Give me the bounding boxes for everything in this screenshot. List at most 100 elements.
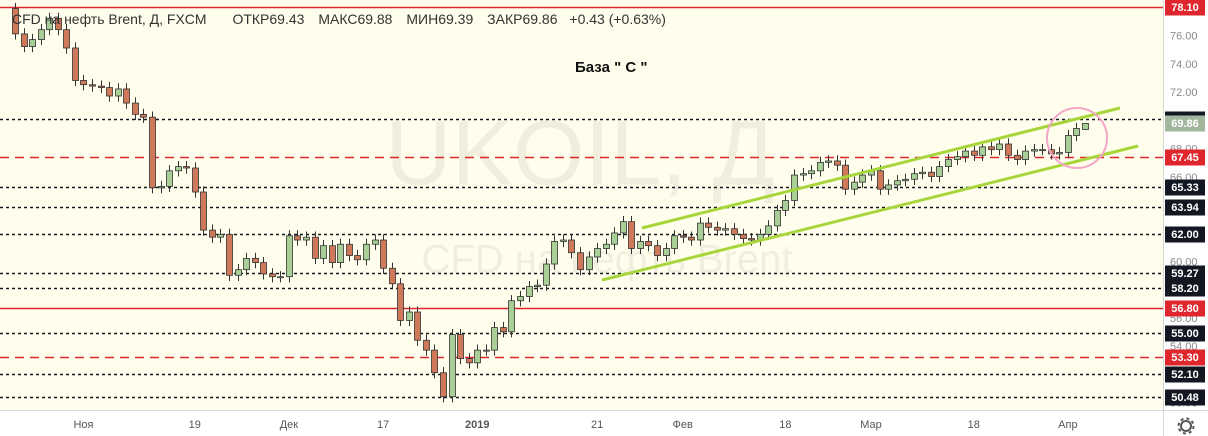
x-tick-label: 18 — [779, 419, 791, 431]
symbol-title: CFD на нефть Brent, Д, FXCM — [12, 11, 207, 27]
x-tick-label: Фев — [673, 419, 693, 431]
candle-body — [526, 286, 533, 297]
candle-body — [200, 191, 207, 231]
high-label: МАКС — [318, 11, 357, 27]
candle-body — [936, 166, 943, 177]
candle-body — [466, 358, 473, 364]
candle-body — [260, 262, 267, 275]
candle-body — [389, 267, 396, 285]
level-price-label: 65.33 — [1171, 182, 1199, 194]
x-tick-label: Ноя — [73, 419, 93, 431]
watermark: UKOIL, Д — [385, 102, 775, 204]
candle-body — [611, 232, 618, 245]
candle-body — [209, 229, 216, 238]
candle-body — [834, 160, 841, 166]
candle-body — [235, 269, 242, 276]
candle-body — [380, 239, 387, 269]
candle-body — [603, 243, 610, 249]
candle-body — [962, 150, 969, 158]
candle-body — [483, 349, 490, 352]
candle-body — [1031, 149, 1038, 152]
settings-icon-ring — [1180, 420, 1192, 432]
candle-body — [354, 255, 361, 261]
candle-body — [800, 173, 807, 176]
candle-body — [894, 180, 901, 186]
candle-body — [372, 239, 379, 245]
candle-body — [705, 222, 712, 228]
level-price-box — [1165, 226, 1205, 243]
candle-body — [491, 327, 498, 351]
candle-body — [671, 235, 678, 249]
candle-body — [1022, 150, 1029, 160]
candle-body — [928, 171, 935, 177]
candle-body — [688, 236, 695, 241]
x-tick-label: 19 — [189, 419, 201, 431]
candle-body — [243, 257, 250, 271]
candle-body — [1056, 152, 1063, 155]
candle-body — [808, 170, 815, 175]
candle-body — [534, 284, 541, 288]
candle-body — [431, 349, 438, 374]
candle-body — [663, 248, 670, 256]
candle-body — [774, 209, 781, 227]
low-label: МИН — [406, 11, 438, 27]
x-tick-label: Апр — [1058, 419, 1077, 431]
level-price-box — [1165, 179, 1205, 196]
candle-body — [123, 88, 130, 104]
level-price-box — [1165, 366, 1205, 383]
candle-body — [346, 243, 353, 256]
candle-body — [286, 235, 293, 278]
candle-body — [149, 116, 156, 189]
candle-body — [560, 239, 567, 242]
candle-body — [294, 235, 301, 241]
candle-body — [919, 171, 926, 175]
x-tick-label: Мар — [860, 419, 882, 431]
candle-body — [1082, 122, 1089, 130]
candle-body — [320, 245, 327, 259]
candle-body — [731, 228, 738, 235]
candle-body — [568, 239, 575, 254]
open-value: 69.43 — [269, 11, 304, 27]
level-price-box — [1165, 325, 1205, 342]
level-price-label: 63.94 — [1171, 202, 1199, 214]
candle-body — [449, 334, 456, 398]
candle-body — [252, 257, 259, 264]
candle-body — [911, 173, 918, 180]
candle-body — [885, 184, 892, 190]
candle-body — [63, 29, 70, 49]
candle-body — [748, 238, 755, 241]
candle-body — [954, 156, 961, 160]
candle-body — [303, 236, 310, 241]
change-value: +0.43 (+0.63%) — [569, 11, 666, 27]
candle-body — [680, 235, 687, 238]
candle-body — [996, 143, 1003, 151]
candle-body — [183, 166, 190, 169]
settings-icon[interactable] — [1177, 417, 1195, 435]
candle-body — [825, 160, 832, 163]
candle-body — [1073, 128, 1080, 136]
plot-background — [0, 0, 1163, 410]
candle-body — [543, 263, 550, 286]
candle-body — [1039, 149, 1046, 152]
y-tick-label: 76.00 — [1170, 31, 1198, 43]
open-label: ОТКР — [232, 11, 269, 27]
candle-body — [72, 47, 79, 81]
candle-body — [697, 222, 704, 241]
candle-body — [1065, 135, 1072, 153]
x-tick-label: 2019 — [465, 419, 489, 431]
candle-body — [620, 221, 627, 234]
candle-body — [645, 241, 652, 247]
candle-body — [80, 80, 87, 86]
settings-icon-teeth — [1177, 417, 1195, 435]
candle-body — [517, 296, 524, 302]
candle-body — [945, 159, 952, 167]
trend-channel-upper — [641, 106, 1121, 230]
y-tick-label: 72.00 — [1170, 87, 1198, 99]
level-price-label: 78.10 — [1171, 2, 1199, 14]
candle-body — [192, 167, 199, 193]
candle-body — [217, 233, 224, 238]
candle-body — [106, 87, 113, 97]
candle-body — [714, 226, 721, 231]
level-price-label: 53.30 — [1171, 352, 1199, 364]
